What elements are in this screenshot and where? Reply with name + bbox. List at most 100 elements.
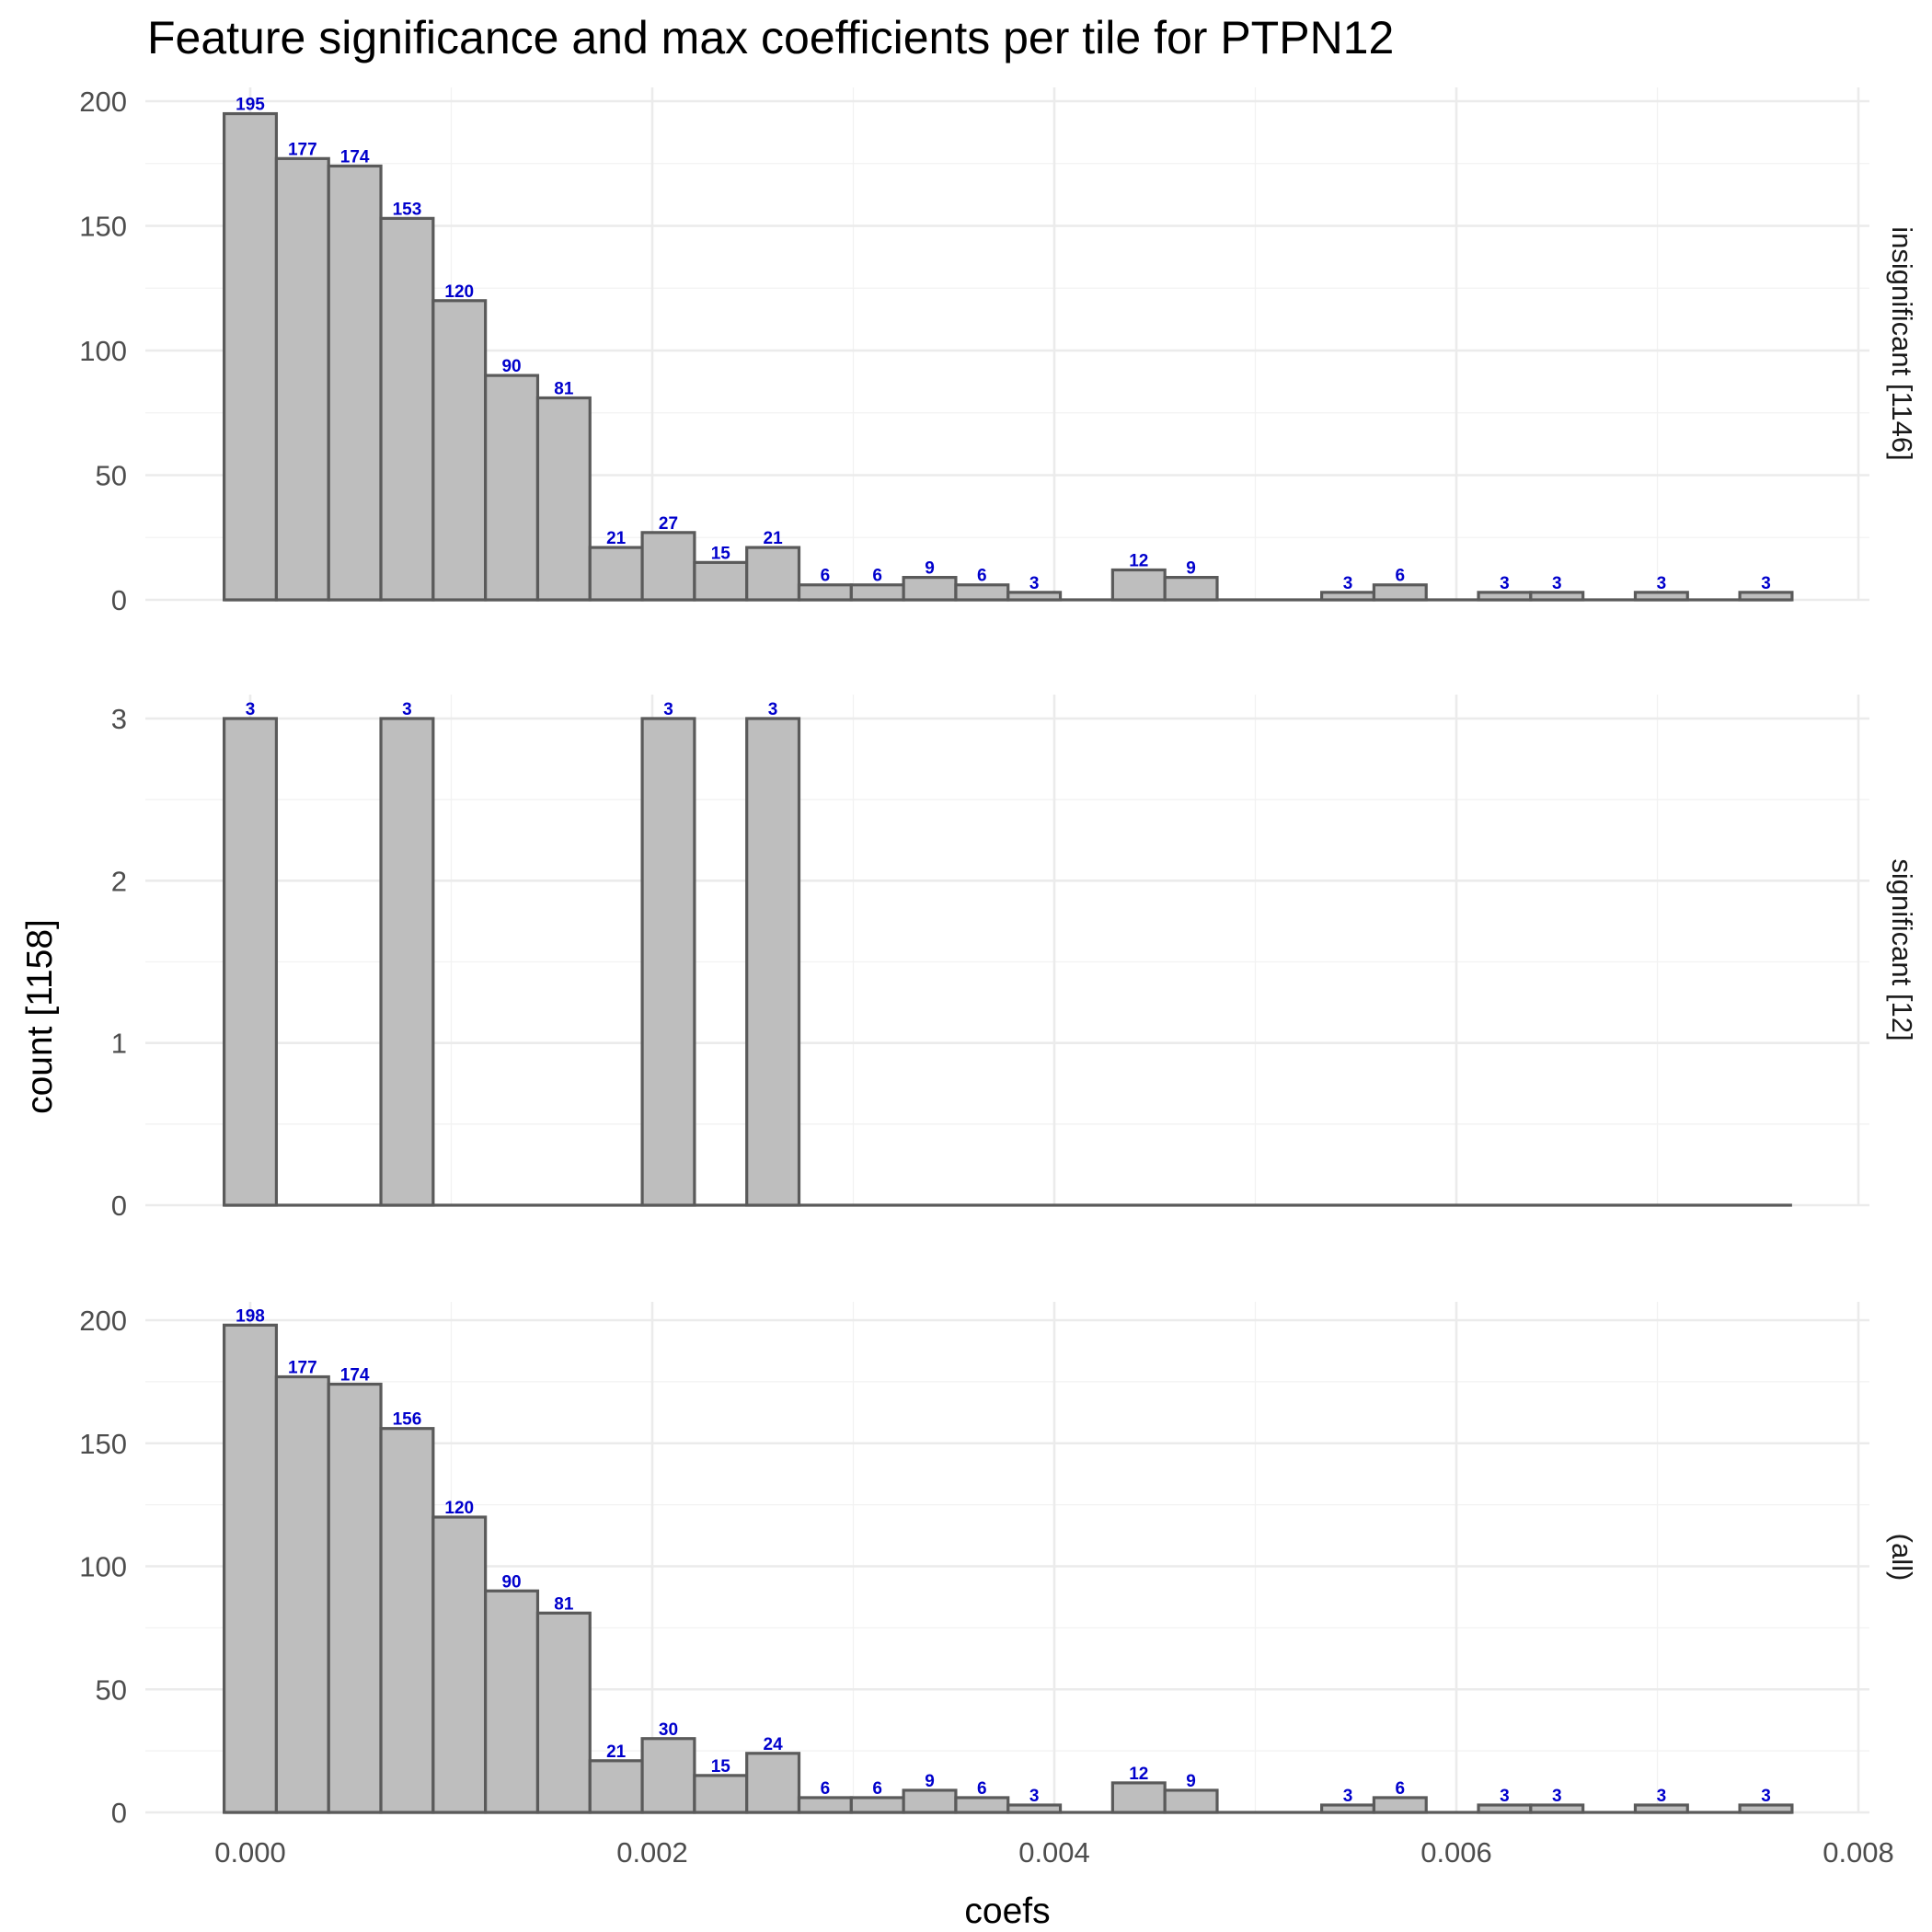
bar-value-label: 3 (768, 700, 778, 719)
bar-value-label: 6 (977, 1779, 987, 1799)
bar-value-label: 9 (925, 1772, 935, 1791)
bar-value-label: 3 (1657, 1787, 1667, 1806)
histogram-bar (379, 1427, 435, 1814)
histogram-bar (327, 1382, 383, 1814)
y-tick-label: 0 (111, 584, 127, 616)
histogram-bar (1529, 1803, 1585, 1814)
histogram-bar (588, 1759, 644, 1814)
x-tick-label: 0.002 (616, 1836, 688, 1869)
histogram-bar (535, 1611, 592, 1814)
histogram-bar (222, 1323, 279, 1814)
y-tick-label: 50 (96, 1673, 127, 1706)
bar-value-label: 3 (402, 700, 412, 719)
bar-value-label: 6 (977, 567, 987, 586)
bar-value-label: 27 (659, 514, 678, 534)
x-tick-label: 0.008 (1823, 1836, 1894, 1869)
bar-value-label: 195 (236, 96, 265, 115)
histogram-bar (222, 717, 279, 1207)
bar-value-label: 9 (925, 559, 935, 579)
histogram-bar (1529, 591, 1585, 602)
bar-value-label: 90 (501, 1572, 521, 1592)
histogram-bar (1633, 591, 1689, 602)
histogram-bar (588, 546, 644, 602)
histogram-bar (274, 1374, 330, 1814)
histogram-bar (1477, 591, 1533, 602)
bar-value-label: 3 (1029, 1787, 1040, 1806)
x-tick-label: 0.000 (214, 1836, 286, 1869)
histogram-bar (745, 546, 801, 602)
histogram-bar (902, 576, 958, 602)
histogram-bar (484, 374, 540, 602)
histogram-bar (640, 531, 696, 602)
histogram-bar (693, 1774, 749, 1814)
histogram-bar (1320, 1803, 1376, 1814)
bar-value-label: 3 (663, 700, 673, 719)
bar-value-label: 3 (246, 700, 256, 719)
histogram-bar (902, 1788, 958, 1814)
bar-value-label: 3 (1552, 1787, 1562, 1806)
histogram-bar (745, 1752, 801, 1814)
bar-value-label: 120 (444, 282, 474, 302)
bar-value-label: 6 (872, 567, 882, 586)
histogram-bar (431, 299, 488, 602)
y-tick-label: 0 (111, 1797, 127, 1829)
y-tick-label: 1 (111, 1028, 127, 1060)
y-tick-label: 150 (79, 1428, 127, 1460)
bar-value-label: 3 (1029, 574, 1040, 593)
histogram-bar (1633, 1803, 1689, 1814)
histogram-bar (431, 1515, 488, 1814)
histogram-bar (379, 216, 435, 602)
y-axis-title: count [1158] (20, 919, 60, 1114)
histogram-bar (379, 717, 435, 1207)
x-axis-ticks: 0.000 0.002 0.004 0.006 0.008 (214, 1836, 1894, 1869)
bar-value-label: 90 (501, 357, 521, 376)
facet-strip-label: (all) (1886, 1534, 1918, 1581)
bar-value-label: 6 (1396, 1779, 1406, 1799)
facet-panel-significant: 0 1 2 3 3 3 3 3 significant [12] (111, 695, 1918, 1222)
bar-value-label: 153 (393, 200, 422, 219)
bar-value-label: 21 (764, 529, 784, 548)
histogram-bar (1163, 576, 1219, 602)
y-tick-label: 0 (111, 1190, 127, 1222)
bar-value-label: 3 (1552, 574, 1562, 593)
histogram-bar (640, 717, 696, 1207)
facet-panel-all: 0 50 100 150 200 198 177 174 156 120 90 81 21 30 15 24 6… (79, 1302, 1918, 1829)
histogram-bar (1006, 591, 1063, 602)
histogram-bar (1372, 583, 1428, 602)
bar-value-label: 24 (764, 1735, 784, 1754)
bar-value-label: 120 (444, 1499, 474, 1518)
histogram-bar (693, 560, 749, 602)
bar-value-label: 3 (1761, 1787, 1771, 1806)
y-tick-label: 50 (96, 460, 127, 492)
histogram-bar (1477, 1803, 1533, 1814)
bar-value-label: 81 (554, 1594, 574, 1614)
bar-value-label: 174 (340, 147, 370, 167)
y-tick-label: 200 (79, 86, 127, 118)
bar-value-label: 15 (711, 544, 731, 563)
y-tick-label: 100 (79, 1551, 127, 1583)
histogram-bar (797, 1796, 853, 1814)
bar-value-label: 15 (711, 1757, 731, 1777)
histogram-bar (640, 1737, 696, 1814)
bar-value-label: 6 (821, 1779, 831, 1799)
bar-value-label: 3 (1657, 574, 1667, 593)
histogram-bar (274, 156, 330, 602)
x-tick-label: 0.006 (1420, 1836, 1492, 1869)
bar-value-label: 3 (1500, 574, 1510, 593)
bar-value-label: 9 (1186, 559, 1196, 579)
x-tick-label: 0.004 (1018, 1836, 1090, 1869)
bar-value-label: 12 (1129, 1765, 1148, 1784)
bar-value-label: 12 (1129, 551, 1148, 570)
y-tick-label: 150 (79, 211, 127, 243)
histogram-bar (797, 583, 853, 602)
histogram-bar (1372, 1796, 1428, 1814)
bar-value-label: 81 (554, 379, 574, 398)
histogram-bar (222, 111, 279, 602)
facet-panel-insignificant: 0 50 100 150 200 195 177 174 153 120 90 81 21 27 15 21 6… (79, 86, 1918, 616)
bar-value-label: 6 (1396, 567, 1406, 586)
histogram-bar (745, 717, 801, 1207)
histogram-bar (849, 583, 905, 602)
y-tick-label: 100 (79, 335, 127, 367)
histogram-bar (1738, 591, 1794, 602)
